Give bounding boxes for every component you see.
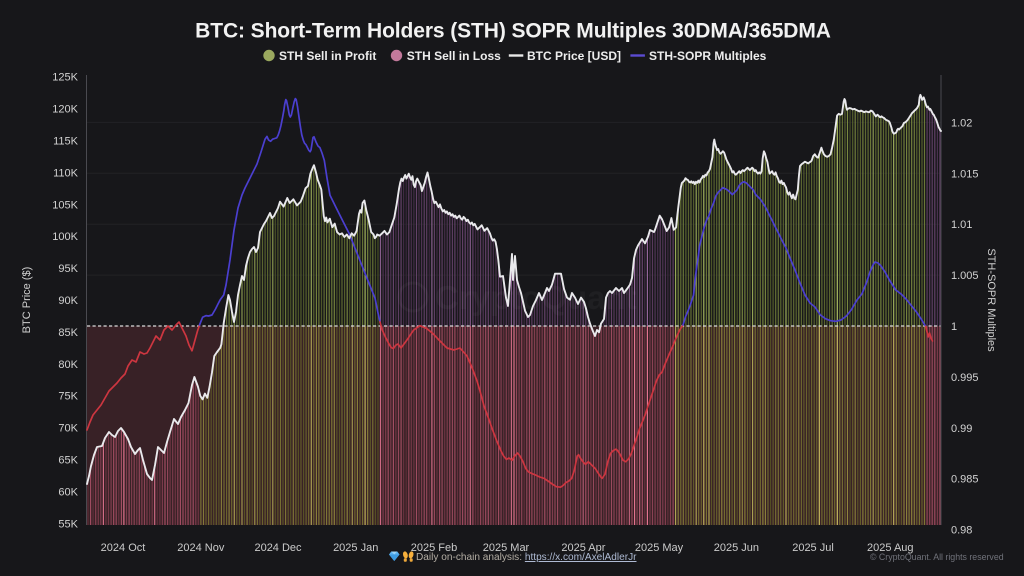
svg-text:90K: 90K [58,295,78,307]
svg-text:STH-SOPR Multiples: STH-SOPR Multiples [985,248,997,352]
svg-text:115K: 115K [53,136,79,148]
svg-text:95K: 95K [58,263,78,275]
svg-text:© CryptoQuant. All rights rese: © CryptoQuant. All rights reserved [870,552,1004,562]
svg-text:105K: 105K [52,199,78,211]
svg-text:55K: 55K [58,518,78,530]
svg-text:Daily on-chain analysis: https: Daily on-chain analysis: https://x.com/A… [416,552,637,563]
svg-text:2025 Jul: 2025 Jul [792,542,834,554]
svg-text:1.02: 1.02 [951,117,972,129]
svg-text:65K: 65K [58,455,78,467]
svg-text:2025 Jun: 2025 Jun [714,542,759,554]
svg-text:STH Sell in Profit: STH Sell in Profit [279,49,376,63]
svg-text:2025 Jan: 2025 Jan [333,542,378,554]
svg-text:2025 Feb: 2025 Feb [411,542,457,554]
svg-text:75K: 75K [58,391,78,403]
svg-text:110K: 110K [53,167,79,179]
svg-text:2024 Oct: 2024 Oct [101,542,146,554]
svg-text:BTC Price ($): BTC Price ($) [21,267,33,334]
svg-text:80K: 80K [58,359,78,371]
svg-text:60K: 60K [58,486,78,498]
svg-text:0.98: 0.98 [951,525,972,537]
svg-text:2025 May: 2025 May [635,542,684,554]
svg-text:2025 Mar: 2025 Mar [483,542,530,554]
svg-text:85K: 85K [58,327,78,339]
svg-text:125K: 125K [52,72,78,84]
svg-text:0.995: 0.995 [951,372,979,384]
svg-text:0.99: 0.99 [951,423,972,435]
svg-text:2025 Apr: 2025 Apr [561,542,605,554]
svg-text:1.01: 1.01 [951,219,972,231]
svg-text:1.015: 1.015 [951,168,979,180]
svg-text:1.005: 1.005 [951,270,979,282]
svg-text:BTC Price [USD]: BTC Price [USD] [527,49,621,63]
svg-text:70K: 70K [58,423,78,435]
svg-text:1: 1 [951,321,957,333]
svg-text:120K: 120K [52,104,78,116]
svg-text:2025 Aug: 2025 Aug [867,542,914,554]
svg-text:2024 Dec: 2024 Dec [254,542,302,554]
svg-text:2024 Nov: 2024 Nov [177,542,225,554]
svg-text:STH-SOPR Multiples: STH-SOPR Multiples [649,49,767,63]
svg-text:100K: 100K [52,231,78,243]
svg-text:STH Sell in Loss: STH Sell in Loss [407,49,501,63]
svg-text:BTC: Short-Term Holders (STH): BTC: Short-Term Holders (STH) SOPR Multi… [195,20,831,43]
svg-text:0.985: 0.985 [951,474,979,486]
